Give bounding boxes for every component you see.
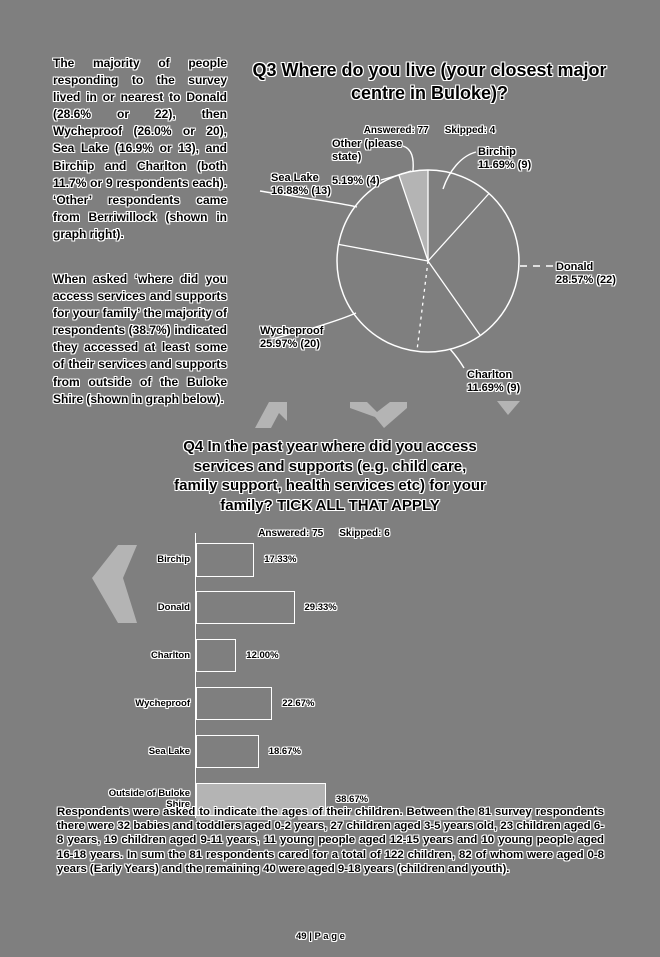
bar-value-label: 38.67% <box>335 793 369 805</box>
bar-birchip <box>196 543 255 577</box>
pie-label-birchip-name: Birchip <box>478 146 516 158</box>
pie-slice-boundary <box>427 193 490 262</box>
q3-title-line-1: Q3 Where do you live (your closest major <box>252 60 607 80</box>
q4-response-stats: Answered: 75 Skipped: 6 <box>94 528 554 539</box>
bar-value-label: 22.67% <box>282 697 315 709</box>
pie-label-wycheproof-name: Wycheproof <box>260 325 324 337</box>
pie-slice-other-please-state- <box>398 170 428 261</box>
bar-value-label: 12.00% <box>246 650 279 662</box>
q4-title-line-1: Q4 In the past year where did you access <box>183 438 477 455</box>
pie-label-birchip: Birchip 11.69% (9) <box>478 146 531 172</box>
pie-chart <box>336 169 520 353</box>
q4-title: Q4 In the past year where did you access… <box>164 437 496 515</box>
q4-answered-count: Answered: 75 <box>258 528 324 539</box>
bar-chart-x-axis <box>196 815 532 820</box>
pie-slice-birchip <box>428 170 489 261</box>
q4-title-line-3: family support, health services etc) for… <box>174 477 486 494</box>
pie-label-donald: Donald 28.57% (22) <box>556 261 616 287</box>
intro-paragraph: The majority of people responding to the… <box>53 56 227 241</box>
bar-wycheproof <box>196 686 273 721</box>
bar-chart-x-axis-tick <box>292 815 298 820</box>
pie-label-charlton-value: 11.69% (9) <box>467 382 521 394</box>
bar-category-sea-lake: Sea Lake <box>148 745 190 757</box>
leader-birchip <box>442 151 477 190</box>
bar-category-donald: Donald <box>157 602 190 614</box>
pie-slice-boundary <box>416 260 429 352</box>
leader-charlton <box>449 348 465 369</box>
bar-category-outside-of-buloke-shire: Outside of Buloke Shire <box>108 788 190 811</box>
pie-label-other: Other (please state) <box>332 138 403 163</box>
bar-value-label: 29.33% <box>304 602 337 614</box>
pie-slice-boundary <box>338 243 429 262</box>
q3-answered-count: Answered: 77 <box>363 125 429 136</box>
bar-charlton <box>196 638 237 673</box>
pie-value-other: 5.19% (4) <box>332 175 380 187</box>
bar-value-label: 18.67% <box>268 745 301 757</box>
q4-title-line-4: family? TICK ALL THAT APPLY <box>220 496 440 514</box>
leader-other-pct <box>380 170 412 181</box>
bar-category-birchip: Birchip <box>157 554 190 566</box>
pie-label-donald-value: 28.57% (22) <box>556 274 616 286</box>
pie-slice-wycheproof <box>336 244 428 352</box>
pie-label-sealake-name: Sea Lake <box>271 172 319 184</box>
pie-outline <box>336 169 520 353</box>
arrow-watermark-middle <box>350 402 407 428</box>
pie-label-sealake: Sea Lake 16.88% (13) <box>271 172 331 198</box>
pie-slice-boundary <box>427 260 481 336</box>
pie-slice-donald <box>428 193 520 336</box>
bar-outside-of-buloke-shire <box>196 782 326 816</box>
pie-slice-boundary <box>398 174 429 262</box>
children-ages-paragraph: Respondents were asked to indicate the a… <box>57 806 604 875</box>
pie-label-charlton: Charlton 11.69% (9) <box>467 369 520 395</box>
pie-slice-charlton <box>416 261 481 352</box>
bar-donald <box>196 590 295 625</box>
pie-label-sealake-value: 16.88% (13) <box>271 185 331 197</box>
bar-category-wycheproof: Wycheproof <box>135 697 190 709</box>
triangle-watermark <box>497 401 520 415</box>
pie-label-birchip-value: 11.69% (9) <box>478 159 532 171</box>
q3-skipped-count: Skipped: 4 <box>444 125 496 136</box>
q3-title-line-2: centre in Buloke)? <box>350 83 509 103</box>
bar-category-charlton: Charlton <box>150 650 190 662</box>
bar-chart-y-axis <box>194 533 196 818</box>
bar-sea-lake <box>196 734 259 769</box>
pie-label-charlton-name: Charlton <box>467 369 513 381</box>
pie-label-wycheproof: Wycheproof 25.97% (20) <box>260 325 323 351</box>
arrow-watermark-left <box>255 402 287 428</box>
q4-skipped-count: Skipped: 6 <box>339 528 390 539</box>
services-paragraph: When asked ‘where did you access service… <box>53 272 227 406</box>
pie-label-donald-name: Donald <box>556 261 594 273</box>
q3-title: Q3 Where do you live (your closest major… <box>237 59 622 105</box>
bar-value-label: 17.33% <box>264 554 297 566</box>
page-number: 49 | P a g e <box>296 931 345 942</box>
q4-title-line-2: services and supports (e.g. child care, <box>193 457 467 475</box>
pie-label-wycheproof-value: 25.97% (20) <box>260 338 320 350</box>
q3-response-stats: Answered: 77 Skipped: 4 <box>237 125 622 136</box>
